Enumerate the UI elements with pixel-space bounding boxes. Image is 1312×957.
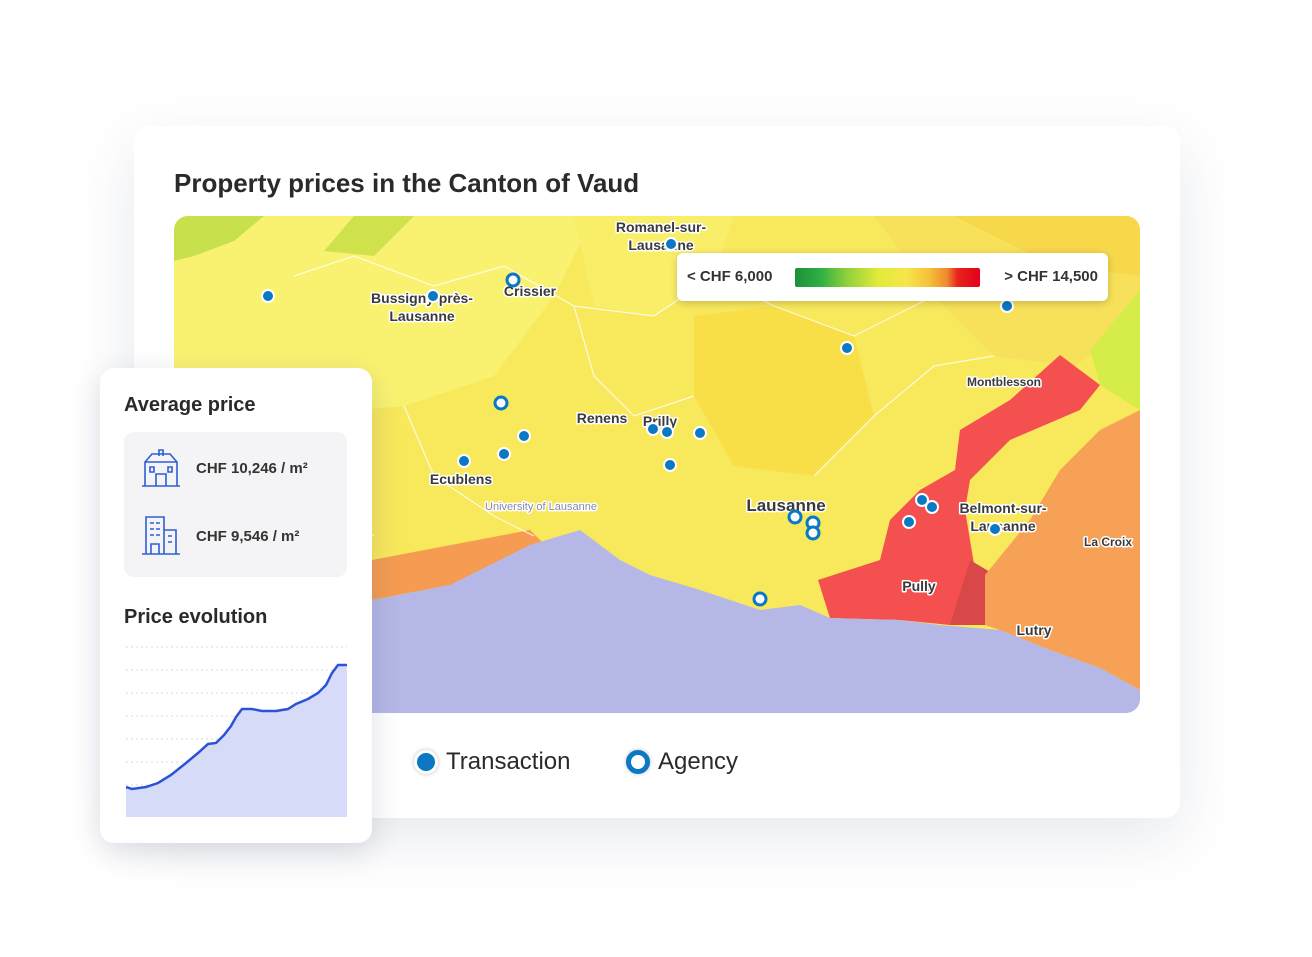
place-label: Romanel-sur- Lausanne <box>616 219 707 253</box>
agency-marker <box>752 591 768 607</box>
place-line: Bussigny-près- <box>371 290 473 306</box>
place-label: Belmont-sur- Lausanne <box>959 500 1046 534</box>
place-line: Lutry <box>1017 622 1052 638</box>
transaction-marker <box>902 515 916 529</box>
price-apartment: CHF 9,546 / m² <box>196 528 300 545</box>
transaction-marker <box>457 454 471 468</box>
place-label: Ecublens <box>430 471 492 487</box>
place-line: University of Lausanne <box>485 501 597 513</box>
transaction-marker <box>840 341 854 355</box>
transaction-marker <box>646 422 660 436</box>
scale-min: < CHF 6,000 <box>687 268 773 285</box>
price-box: CHF 10,246 / m² CHF 9,546 / m² <box>124 432 347 577</box>
place-label: Pully <box>902 578 936 594</box>
place-line: Pully <box>902 578 936 594</box>
transaction-marker <box>693 426 707 440</box>
house-icon <box>142 449 180 487</box>
transaction-marker <box>925 500 939 514</box>
place-label: Lausanne <box>746 496 825 515</box>
price-evolution-chart <box>126 646 347 817</box>
place-line: Ecublens <box>430 471 492 487</box>
legend-label: Transaction <box>446 748 571 775</box>
place-line: La Croix <box>1084 535 1132 549</box>
transaction-marker <box>663 458 677 472</box>
scale-max: > CHF 14,500 <box>1004 268 1098 285</box>
transaction-marker <box>664 237 678 251</box>
transaction-marker <box>261 289 275 303</box>
agency-marker <box>505 272 521 288</box>
place-label: Bussigny-près- Lausanne <box>371 290 473 324</box>
scale-gradient <box>795 268 980 287</box>
price-house: CHF 10,246 / m² <box>196 460 308 477</box>
transaction-marker <box>1000 299 1014 313</box>
place-label: Renens <box>577 410 628 426</box>
place-line: Belmont-sur- <box>959 500 1046 516</box>
transaction-marker <box>426 289 440 303</box>
agency-marker <box>787 509 803 525</box>
transaction-marker <box>988 522 1002 536</box>
legend-ring <box>626 750 650 774</box>
side-card: Average price CHF 10,246 / m² CHF 9,546 … <box>100 368 372 843</box>
place-line: Lausanne <box>628 237 694 253</box>
price-scale: < CHF 6,000 > CHF 14,500 <box>677 253 1108 301</box>
place-line: Renens <box>577 410 628 426</box>
place-label: Lutry <box>1017 622 1052 638</box>
card-title: Average price <box>124 394 256 416</box>
place-label: La Croix <box>1084 535 1132 549</box>
agency-marker <box>805 525 821 541</box>
place-line: Lausanne <box>389 308 455 324</box>
place-label: University of Lausanne <box>485 501 597 513</box>
place-line: Montblesson <box>967 375 1041 389</box>
transaction-marker <box>517 429 531 443</box>
chart-title: Price evolution <box>124 606 268 628</box>
place-label: Montblesson <box>967 375 1041 389</box>
place-line: Lausanne <box>970 518 1036 534</box>
legend-dot <box>414 750 438 774</box>
transaction-marker <box>497 447 511 461</box>
legend-label: Agency <box>658 748 739 775</box>
transaction-marker <box>915 493 929 507</box>
legend-agency: Agency <box>626 748 738 776</box>
legend-transaction: Transaction <box>414 748 571 776</box>
transaction-marker <box>660 425 674 439</box>
building-icon <box>142 516 180 555</box>
agency-marker <box>493 395 509 411</box>
title: Property prices in the Canton of Vaud <box>174 168 640 198</box>
place-line: Romanel-sur- <box>616 219 707 235</box>
place-line: Lausanne <box>746 496 825 515</box>
